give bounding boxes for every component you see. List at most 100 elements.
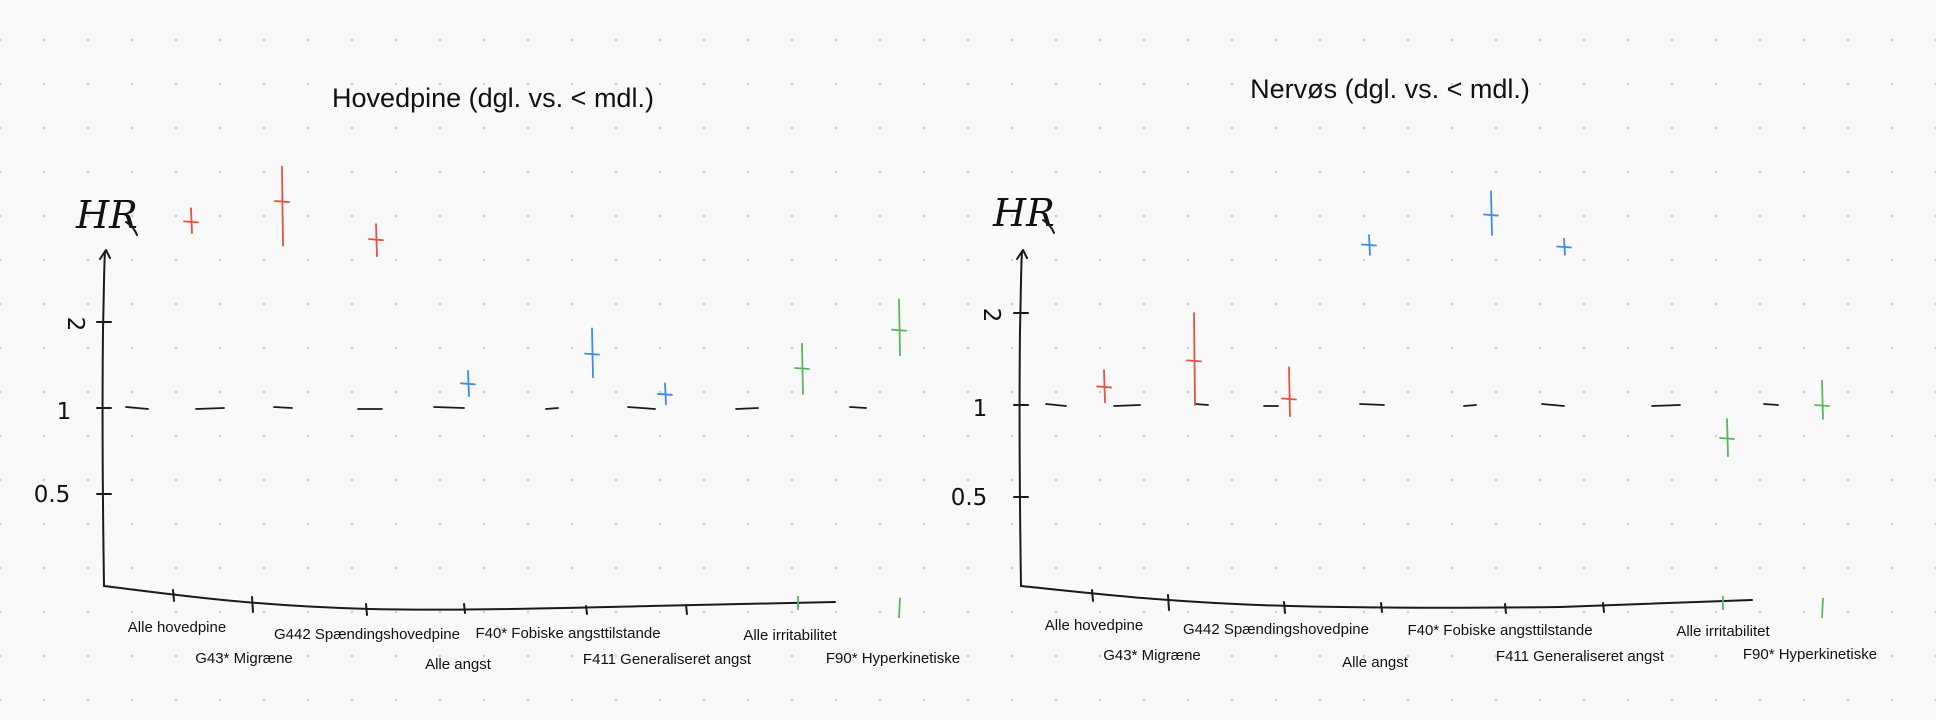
confidence-interval (1193, 312, 1196, 406)
confidence-interval (1288, 366, 1291, 417)
category-label: G43* Migræne (1103, 647, 1201, 664)
point-estimate (794, 367, 810, 370)
point-estimate (1096, 385, 1112, 389)
reference-dash (1763, 403, 1779, 406)
chart-title: Nervøs (dgl. vs. < mdl.) (1250, 74, 1530, 104)
x-tick-mark (251, 596, 254, 613)
category-label: G442 Spændingshovedpine (274, 626, 460, 643)
chart-nervoes: Nervøs (dgl. vs. < mdl.) HR 0.5 1 2 Alle h… (951, 74, 1877, 671)
reference-dash (1113, 404, 1141, 407)
point-estimate (891, 328, 907, 332)
category-label: F90* Hyperkinetiske (1743, 646, 1877, 663)
x-axis-line (103, 585, 836, 611)
x-ticks (172, 589, 688, 616)
x-tick-mark (365, 603, 368, 616)
confidence-interval (1726, 418, 1729, 458)
x-tick-mark (685, 604, 688, 615)
axis-mark (1821, 597, 1824, 619)
category-label: Alle irritabilitet (1676, 623, 1770, 640)
x-ticks (1091, 589, 1605, 614)
reference-dash (735, 407, 759, 410)
reference-dash (125, 406, 149, 410)
category-label: F411 Generaliseret angst (1496, 648, 1665, 665)
point-estimate (1483, 213, 1499, 217)
y-axis-arrow (99, 249, 111, 260)
hr-label-stroke (1042, 219, 1055, 234)
y-tick-label: 0.5 (34, 482, 71, 508)
y-axis-label: HR (992, 191, 1055, 235)
reference-dash (1541, 403, 1565, 407)
point-estimate (183, 220, 199, 224)
y-tick-label: 2 (978, 308, 1004, 323)
x-tick-mark (1283, 601, 1286, 614)
reference-dash (433, 406, 465, 409)
confidence-interval (898, 298, 901, 357)
x-tick-mark (463, 603, 466, 614)
reference-dash (1359, 403, 1385, 406)
x-tick-mark (1167, 594, 1170, 611)
reference-dash (849, 406, 867, 409)
point-estimate (1186, 359, 1202, 363)
x-tick-mark (1380, 602, 1383, 613)
y-axis-line (1018, 251, 1023, 587)
point-estimate (1281, 397, 1297, 401)
reference-dash (545, 407, 559, 410)
point-estimate (368, 238, 384, 242)
y-axis-arrow (1016, 249, 1028, 260)
category-labels: Alle hovedpine G43* Migræne G442 Spændings… (1045, 617, 1877, 671)
category-label: Alle hovedpine (128, 619, 226, 636)
chart-hovedpine: Hovedpine (dgl. vs. < mdl.) HR 0.5 1 2 All… (34, 83, 960, 673)
point-estimate (584, 352, 600, 356)
point-estimate (274, 200, 290, 203)
category-label: Alle angst (425, 656, 492, 673)
point-estimate (1556, 245, 1572, 249)
category-label: Alle hovedpine (1045, 617, 1143, 634)
point-estimate (1719, 437, 1735, 440)
category-label: F40* Fobiske angsttilstande (1407, 622, 1592, 639)
reference-line-hr-1 (1045, 403, 1779, 407)
confidence-interval (1821, 379, 1824, 420)
point-estimate (1361, 243, 1377, 247)
x-tick-mark (1504, 603, 1507, 614)
y-tick-label: 2 (62, 317, 88, 332)
reference-dash (195, 407, 225, 410)
point-estimate (657, 393, 673, 396)
y-tick-label: 0.5 (951, 485, 988, 511)
reference-dash (1651, 404, 1681, 407)
confidence-interval (190, 207, 193, 234)
reference-line-hr-1 (125, 406, 867, 410)
x-tick-mark (172, 589, 175, 602)
confidence-interval (591, 327, 594, 379)
reference-dash (1463, 404, 1477, 407)
y-axis-line (101, 251, 106, 587)
chart-title: Hovedpine (dgl. vs. < mdl.) (332, 83, 654, 113)
category-label: Alle irritabilitet (743, 627, 837, 644)
y-tick-label: 1 (57, 399, 72, 425)
category-label: F90* Hyperkinetiske (826, 650, 960, 667)
x-tick-mark (585, 605, 588, 615)
y-ticks: 0.5 1 2 (34, 317, 112, 508)
confidence-interval (281, 165, 284, 247)
category-label: G442 Spændingshovedpine (1183, 621, 1369, 638)
category-label: F40* Fobiske angsttilstande (475, 625, 660, 642)
y-tick-label: 1 (973, 396, 988, 422)
hr-label-stroke (125, 221, 138, 236)
category-label: F411 Generaliseret angst (583, 651, 752, 668)
confidence-interval (1490, 190, 1493, 236)
axis-mark (898, 597, 901, 619)
category-labels: Alle hovedpine G43* Migræne G442 Spændings… (128, 619, 960, 673)
category-label: Alle angst (1342, 654, 1409, 671)
x-tick-mark (1091, 589, 1094, 602)
reference-dash (627, 406, 656, 410)
x-axis-line (1020, 585, 1753, 609)
estimates (183, 165, 907, 619)
category-label: G43* Migræne (195, 650, 293, 667)
x-tick-mark (1602, 602, 1605, 613)
reference-dash (1195, 403, 1209, 406)
point-estimate (460, 382, 476, 386)
y-axis-label: HR (75, 193, 138, 237)
estimates (1096, 190, 1830, 619)
point-estimate (1814, 404, 1830, 407)
reference-dash (1045, 403, 1067, 407)
